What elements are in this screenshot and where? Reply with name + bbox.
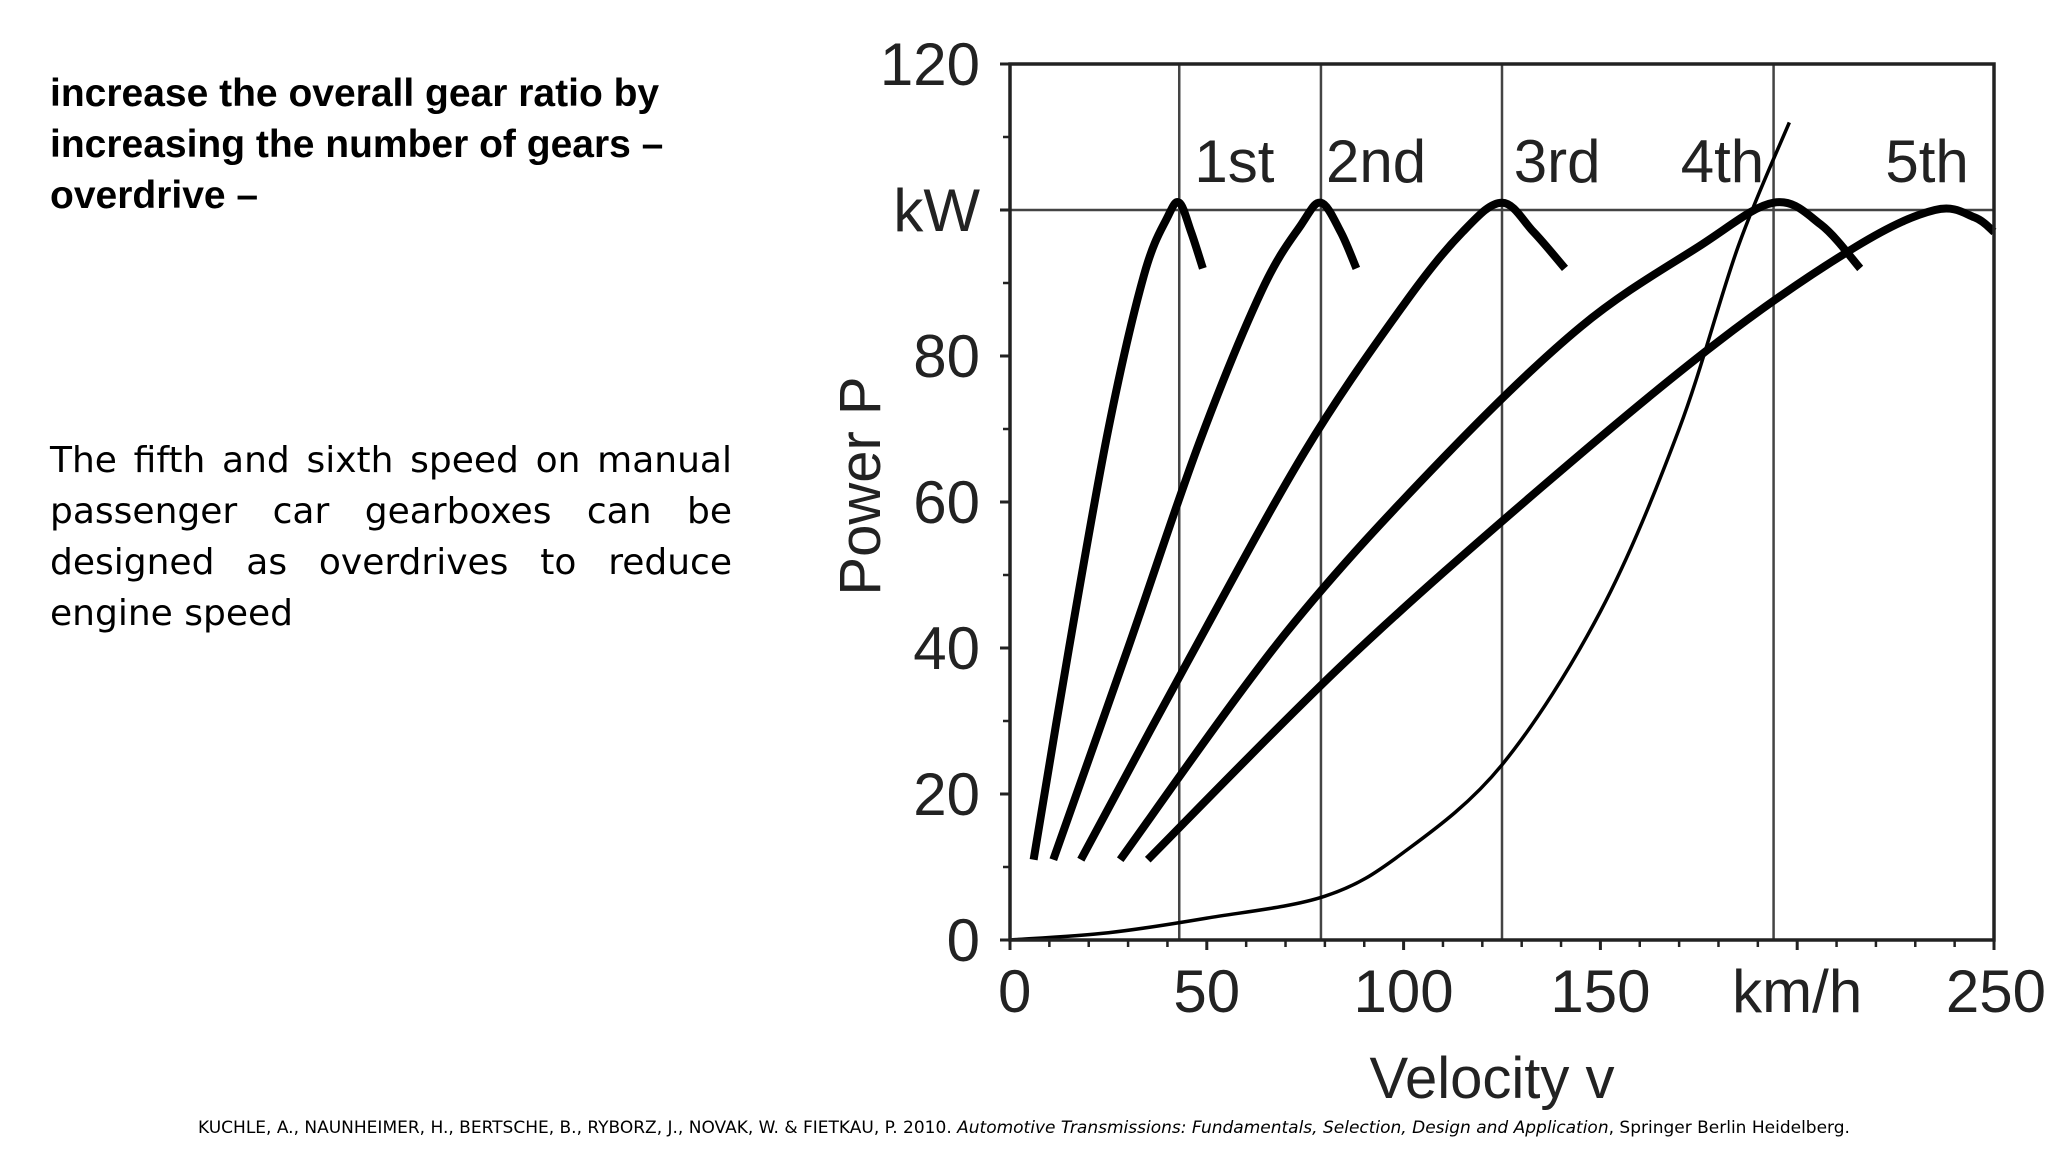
- x-tick-label: 50: [1173, 958, 1240, 1025]
- gear-curve-2nd: [1049, 198, 1361, 862]
- x-tick-label: 100: [1354, 958, 1454, 1025]
- x-tick-label: 150: [1550, 958, 1650, 1025]
- y-axis-label: Power P: [828, 376, 893, 595]
- citation: KUCHLE, A., NAUNHEIMER, H., BERTSCHE, B.…: [0, 1116, 2048, 1140]
- x-tick-label: 0: [998, 958, 1031, 1025]
- resistance-curve: [1009, 121, 1791, 942]
- x-axis-label: Velocity v: [1370, 1046, 1615, 1111]
- y-tick-label: 20: [913, 761, 980, 828]
- gear-label-3rd: 3rd: [1514, 128, 1601, 195]
- gear-curve-5th: [1144, 204, 1997, 863]
- gear-label-2nd: 2nd: [1326, 128, 1426, 195]
- y-tick-label: 60: [913, 469, 980, 536]
- x-tick-label: 250: [1946, 958, 2046, 1025]
- gear-curve-4th: [1116, 198, 1864, 863]
- gear-label-4th: 4th: [1681, 128, 1764, 195]
- gear-curve-1st: [1029, 198, 1207, 861]
- gear-label-1st: 1st: [1194, 128, 1274, 195]
- y-tick-label: 0: [947, 907, 980, 974]
- gear-curve-3rd: [1077, 198, 1569, 862]
- y-tick-label: 120: [880, 31, 980, 98]
- slide-heading: increase the overall gear ratio by incre…: [50, 72, 664, 217]
- citation-publisher: , Springer Berlin Heidelberg.: [1608, 1118, 1850, 1138]
- y-tick-label: 40: [913, 615, 980, 682]
- y-tick-label: 80: [913, 323, 980, 390]
- gear-label-5th: 5th: [1885, 128, 1968, 195]
- x-tick-label: km/h: [1732, 958, 1862, 1025]
- slide-body-text: The fifth and sixth speed on manual pass…: [50, 440, 732, 634]
- citation-title: Automotive Transmissions: Fundamentals, …: [957, 1118, 1609, 1138]
- citation-authors: KUCHLE, A., NAUNHEIMER, H., BERTSCHE, B.…: [198, 1118, 958, 1138]
- y-tick-label: kW: [893, 177, 980, 244]
